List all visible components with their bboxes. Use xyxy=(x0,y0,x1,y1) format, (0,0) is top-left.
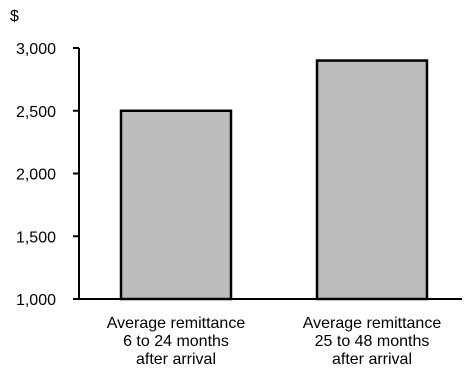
y-axis-unit-label: $ xyxy=(10,8,19,25)
bars xyxy=(119,59,429,301)
y-axis-ticks: 1,000 1,500 2,000 2,500 3,000 xyxy=(16,41,79,309)
bar xyxy=(119,109,233,301)
category-label: Average remittance 25 to 48 months after a… xyxy=(303,315,442,368)
y-tick-label: 3,000 xyxy=(16,41,56,58)
category-labels: Average remittance 6 to 24 months after ar… xyxy=(107,315,442,368)
category-label: Average remittance 6 to 24 months after ar… xyxy=(107,315,246,368)
bar xyxy=(315,59,429,301)
y-tick-label: 1,500 xyxy=(16,229,56,246)
y-tick-label: 1,000 xyxy=(16,292,56,309)
y-tick-label: 2,500 xyxy=(16,104,56,121)
y-tick-label: 2,000 xyxy=(16,167,56,184)
